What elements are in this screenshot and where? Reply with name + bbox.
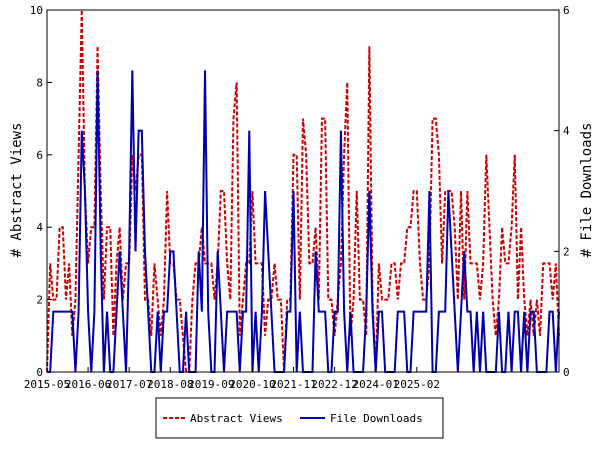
y-left-tick-label: 10: [30, 4, 43, 17]
y-left-tick-label: 2: [36, 294, 43, 307]
y-axis-right-title: # File Downloads: [579, 123, 595, 258]
y-axis-left-title: # Abstract Views: [9, 123, 25, 258]
x-tick-label: 2016-06: [65, 378, 111, 391]
y-right-tick-label: 0: [563, 366, 570, 379]
x-tick-label: 2022-12: [311, 378, 357, 391]
y-left-tick-label: 8: [36, 76, 43, 89]
legend-label-abstract-views: Abstract Views: [190, 412, 283, 425]
x-tick-label: 2025-02: [394, 378, 440, 391]
series-line-abstract-views: [46, 9, 560, 373]
x-tick-label: 2015-05: [24, 378, 70, 391]
y-left-tick-label: 4: [36, 221, 43, 234]
x-tick-label: 2024-01: [353, 378, 399, 391]
x-tick-label: 2021-11: [270, 378, 316, 391]
x-tick-label: 2018-08: [147, 378, 193, 391]
plot-frame: [46, 9, 560, 373]
x-tick-label: 2017-07: [106, 378, 152, 391]
y-left-tick-label: 0: [36, 366, 43, 379]
y-right-tick-label: 4: [563, 125, 570, 138]
y-right-tick-label: 6: [563, 4, 570, 17]
y-right-tick-label: 2: [563, 245, 570, 258]
legend: Abstract Views File Downloads: [155, 397, 444, 439]
x-tick-label: 2019-09: [188, 378, 234, 391]
y-left-tick-label: 6: [36, 149, 43, 162]
x-tick-label: 2020-10: [229, 378, 275, 391]
legend-label-file-downloads: File Downloads: [330, 412, 423, 425]
axes-layer: 024681002462015-052016-062017-072018-082…: [24, 4, 570, 391]
legend-box: [155, 397, 444, 439]
